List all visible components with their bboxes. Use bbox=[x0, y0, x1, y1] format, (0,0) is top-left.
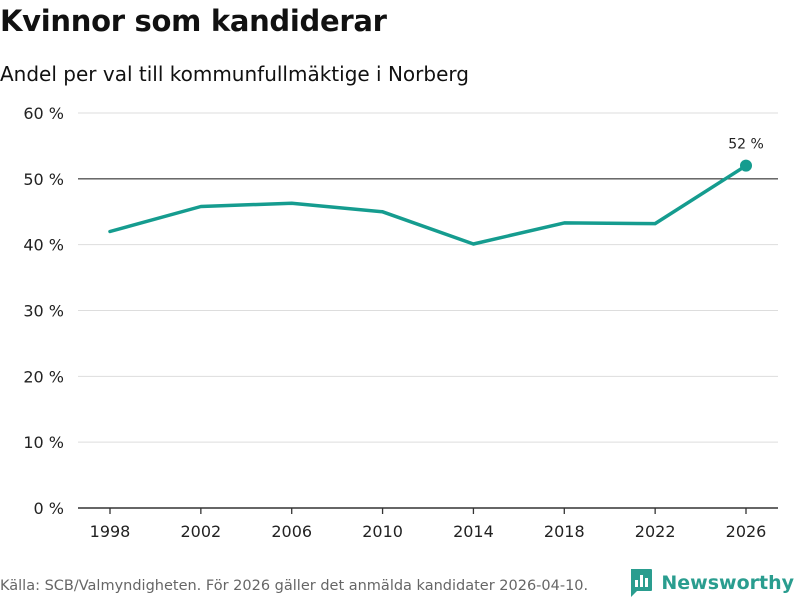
x-tick-label: 2022 bbox=[635, 522, 676, 541]
source-note: Källa: SCB/Valmyndigheten. För 2026 gäll… bbox=[0, 578, 589, 594]
y-tick-label: 0 % bbox=[34, 499, 64, 518]
brand-logo: Newsworthy bbox=[629, 568, 794, 598]
x-tick-label: 2010 bbox=[362, 522, 403, 541]
x-tick-label: 2026 bbox=[726, 522, 767, 541]
endpoint-marker bbox=[740, 159, 752, 172]
y-tick-label: 10 % bbox=[23, 433, 64, 452]
y-tick-label: 60 % bbox=[23, 104, 64, 123]
y-axis-labels: 0 % 10 % 20 % 30 % 40 % 50 % 60 % bbox=[23, 104, 64, 518]
y-tick-label: 50 % bbox=[23, 170, 64, 189]
newsworthy-logo-icon bbox=[631, 569, 653, 597]
series-line bbox=[108, 163, 748, 246]
chart-subtitle: Andel per val till kommunfullmäktige i N… bbox=[0, 62, 469, 86]
annotation-layer: 52 % bbox=[728, 137, 764, 172]
x-axis-labels: 1998 2002 2006 2010 2014 2018 2022 2026 bbox=[90, 522, 767, 541]
gridlines bbox=[78, 112, 778, 443]
chart-title: Kvinnor som kandiderar bbox=[0, 4, 387, 38]
x-tick-label: 2002 bbox=[180, 522, 221, 541]
x-tick-label: 2014 bbox=[453, 522, 494, 541]
series-layer bbox=[108, 163, 748, 246]
x-tick-label: 2018 bbox=[544, 522, 585, 541]
y-tick-label: 40 % bbox=[23, 236, 64, 255]
y-tick-label: 30 % bbox=[23, 302, 64, 321]
x-tick-label: 2006 bbox=[271, 522, 312, 541]
x-axis bbox=[78, 507, 778, 514]
data-label: 52 % bbox=[728, 137, 764, 153]
x-tick-label: 1998 bbox=[90, 522, 131, 541]
brand-name: Newsworthy bbox=[661, 572, 794, 594]
y-tick-label: 20 % bbox=[23, 367, 64, 386]
